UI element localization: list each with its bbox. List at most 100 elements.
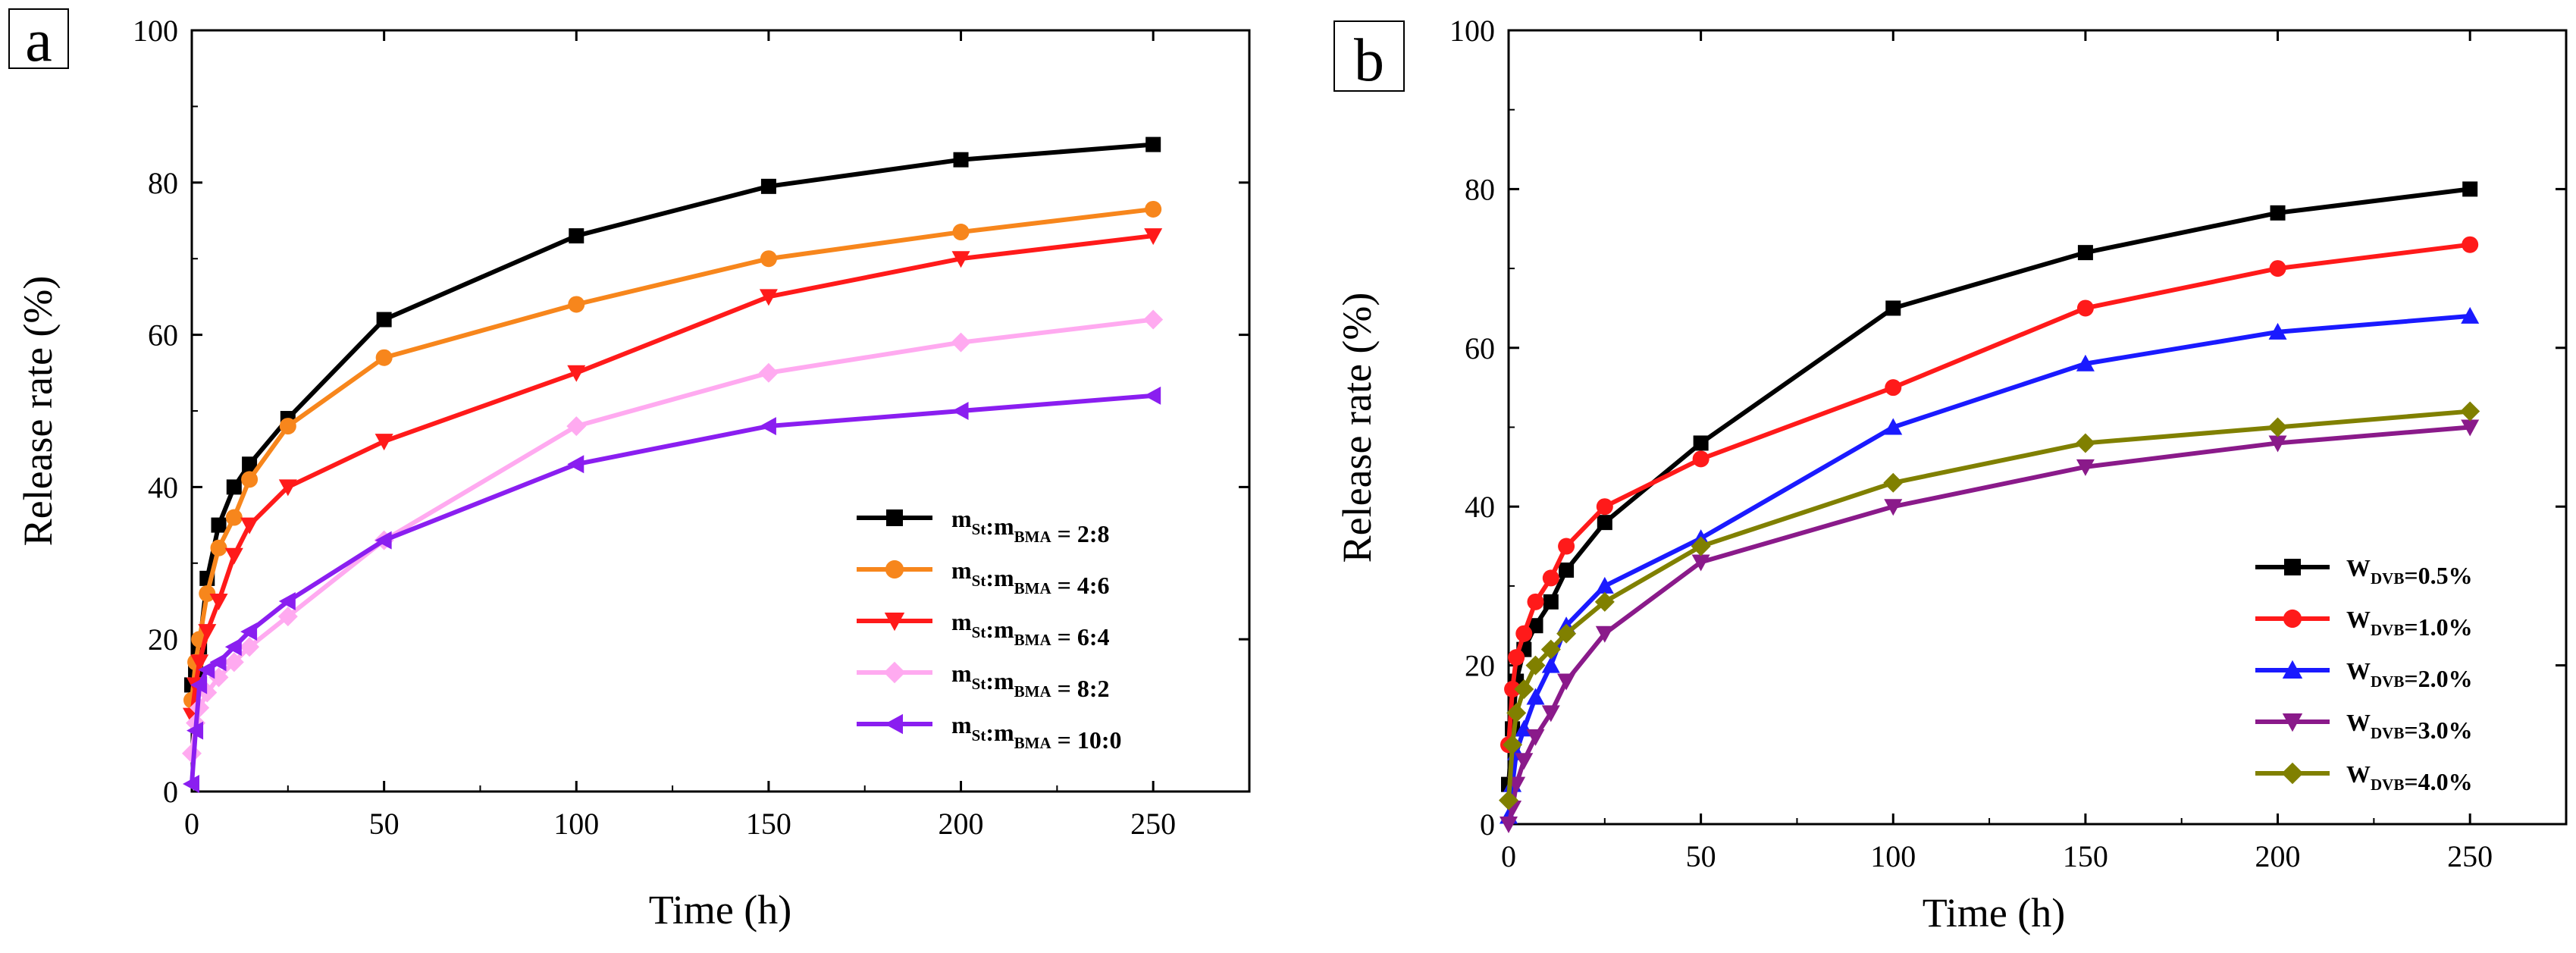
y-tick-label: 20 <box>1465 649 1495 683</box>
data-point <box>1504 681 1521 698</box>
data-point <box>759 289 778 306</box>
data-point <box>225 509 243 526</box>
legend-text-part: :m <box>986 616 1014 643</box>
data-point <box>1515 625 1533 642</box>
legend-label: WDVB=0.5% <box>2346 554 2473 589</box>
data-point <box>1884 418 1903 435</box>
data-point <box>2462 181 2478 197</box>
data-point <box>760 178 776 194</box>
data-point <box>2269 260 2286 277</box>
data-point <box>2076 299 2094 317</box>
data-point <box>1508 649 1525 666</box>
data-point <box>198 624 217 641</box>
data-point <box>759 417 776 436</box>
data-point <box>2270 205 2286 221</box>
data-point <box>375 349 393 366</box>
legend-subscript: DVB <box>2371 569 2404 588</box>
data-point <box>210 539 227 556</box>
data-point <box>278 592 296 610</box>
data-point <box>1541 705 1560 723</box>
data-point <box>211 517 227 533</box>
series-4 <box>183 386 1161 793</box>
legend-subscript: St <box>972 623 986 641</box>
data-point <box>1503 735 1523 755</box>
data-point <box>2268 322 2287 340</box>
panel-letter-box <box>8 8 69 69</box>
x-tick-label: 200 <box>939 807 984 841</box>
series-line <box>1506 425 2471 825</box>
data-point <box>186 721 204 740</box>
legend-subscript: St <box>972 572 986 590</box>
data-point <box>1595 625 1614 643</box>
legend-text-part: =0.5% <box>2404 562 2472 589</box>
x-tick-label: 0 <box>1501 839 1516 873</box>
data-point <box>242 456 258 472</box>
data-point <box>240 517 259 534</box>
legend-text-part: =3.0% <box>2404 716 2472 744</box>
series-1 <box>183 200 1162 709</box>
data-point <box>1558 538 1575 555</box>
legend-text-part: W <box>2346 554 2371 582</box>
x-tick-label: 50 <box>1686 839 1716 873</box>
data-point <box>2077 245 2093 261</box>
x-tick-label: 250 <box>2447 839 2493 873</box>
data-point <box>376 312 392 328</box>
legend-text-part: W <box>2346 657 2371 685</box>
data-point <box>1499 790 1518 810</box>
data-point <box>1885 379 1902 397</box>
legend-subscript: DVB <box>2371 724 2404 742</box>
data-point <box>1693 435 1709 451</box>
data-point <box>1594 591 1615 612</box>
data-point <box>569 228 584 244</box>
x-tick-label: 100 <box>553 807 599 841</box>
series-1 <box>1500 236 2479 754</box>
data-point <box>1540 639 1561 660</box>
data-point <box>1143 309 1164 330</box>
legend-text-part: :m <box>986 667 1014 694</box>
data-point <box>240 637 260 657</box>
legend-text-part: =1.0% <box>2404 613 2472 641</box>
y-axis-title: Release rate (%) <box>15 276 61 547</box>
data-point <box>1885 300 1901 316</box>
legend-text-part: :m <box>986 719 1014 746</box>
legend-text-part: = 4:6 <box>1051 572 1110 599</box>
legend-swatch-marker <box>884 713 903 735</box>
data-point <box>2462 236 2479 253</box>
y-tick-label: 60 <box>148 318 178 353</box>
data-point <box>1883 472 1904 493</box>
data-point <box>199 585 216 602</box>
series-2 <box>1500 306 2480 824</box>
legend-swatch-marker <box>2282 713 2303 732</box>
legend-text-part: =2.0% <box>2404 665 2472 692</box>
x-tick-label: 150 <box>746 807 791 841</box>
legend-text-part: = 6:4 <box>1051 623 1110 650</box>
data-point <box>1559 562 1575 578</box>
data-point <box>1526 729 1545 746</box>
series-4 <box>1499 401 2480 810</box>
y-tick-label: 0 <box>163 775 178 809</box>
data-point <box>952 224 970 241</box>
legend-swatch-marker <box>883 661 906 684</box>
y-tick-label: 100 <box>133 14 178 48</box>
legend-text-part: m <box>951 711 972 738</box>
legend-label: mSt:mBMA = 8:2 <box>951 660 1110 702</box>
legend-swatch-marker <box>2281 762 2304 785</box>
x-axis-title: Time (h) <box>1923 890 2066 936</box>
legend-text-part: W <box>2346 760 2371 788</box>
data-point <box>198 660 215 679</box>
data-point <box>758 362 779 383</box>
data-point <box>2076 459 2095 476</box>
legend-text-part: = 8:2 <box>1051 675 1110 702</box>
legend-label: mSt:mBMA = 4:6 <box>951 556 1110 599</box>
data-point <box>951 332 971 353</box>
data-point <box>2076 354 2095 371</box>
data-point <box>1528 618 1543 634</box>
y-tick-label: 0 <box>1480 807 1495 842</box>
data-point <box>1527 593 1544 610</box>
legend-subscript: BMA <box>1014 528 1052 546</box>
x-tick-label: 100 <box>1870 839 1916 873</box>
legend-subscript: BMA <box>1014 631 1052 649</box>
legend-subscript: St <box>972 675 986 693</box>
